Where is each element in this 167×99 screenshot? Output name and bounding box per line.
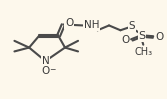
- Text: O: O: [41, 66, 50, 76]
- Text: O: O: [155, 32, 164, 42]
- Text: S: S: [138, 31, 145, 41]
- Text: −: −: [49, 65, 56, 74]
- Text: NH: NH: [84, 20, 99, 30]
- Text: O: O: [121, 35, 129, 45]
- Text: O: O: [65, 18, 73, 28]
- Text: S: S: [129, 21, 135, 31]
- Text: CH₃: CH₃: [134, 47, 152, 57]
- Text: N: N: [42, 56, 49, 66]
